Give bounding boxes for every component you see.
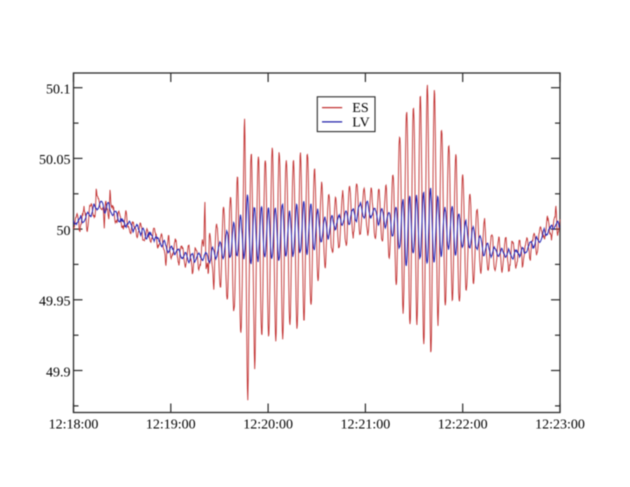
svg-text:50.05: 50.05 bbox=[39, 153, 71, 168]
svg-text:49.95: 49.95 bbox=[39, 295, 71, 310]
svg-text:12:21:00: 12:21:00 bbox=[341, 418, 391, 433]
svg-text:12:18:00: 12:18:00 bbox=[49, 418, 99, 433]
svg-text:12:19:00: 12:19:00 bbox=[146, 418, 196, 433]
svg-text:12:22:00: 12:22:00 bbox=[438, 418, 488, 433]
svg-text:LV: LV bbox=[352, 115, 369, 130]
svg-text:12:20:00: 12:20:00 bbox=[243, 418, 293, 433]
svg-text:50: 50 bbox=[57, 224, 71, 239]
svg-text:50.1: 50.1 bbox=[46, 83, 71, 98]
svg-text:49.9: 49.9 bbox=[46, 365, 71, 380]
svg-text:12:23:00: 12:23:00 bbox=[535, 418, 585, 433]
svg-text:ES: ES bbox=[352, 101, 368, 116]
